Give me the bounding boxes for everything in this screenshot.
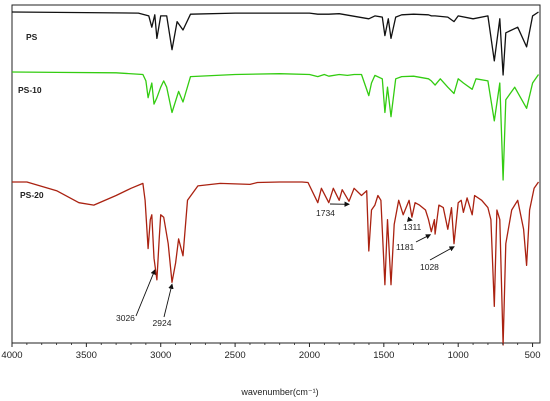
x-axis: 4000 3500 3000 2500 2000 1500 1000 500 [1,343,540,361]
x-tick-label-500: 500 [525,350,541,361]
series-line-ps-20 [12,181,540,346]
annotation-layer: 3026 2924 1734 1311 1181 1028 [116,201,455,328]
x-tick-label-3000: 3000 [150,350,171,361]
annotation-label-2924: 2924 [153,318,172,328]
plot-border [11,4,541,344]
series-line-ps-10 [11,71,540,181]
annotation-label-1028: 1028 [420,262,439,272]
series-label-ps: PS [26,32,38,42]
annotation-arrow-1181 [415,234,432,243]
annotation-label-1311: 1311 [403,222,422,232]
x-tick-label-1500: 1500 [373,350,394,361]
annotation-arrow-2924 [163,283,174,318]
x-tick-label-2000: 2000 [299,350,320,361]
series-layer [11,11,540,346]
series-label-ps-20: PS-20 [20,190,44,200]
x-tick-label-1000: 1000 [448,350,469,361]
annotation-arrow-1028 [429,246,455,261]
annotation-arrow-3026 [135,269,156,317]
annotation-label-1734: 1734 [316,208,335,218]
x-tick-label-3500: 3500 [76,350,97,361]
x-axis-title: wavenumber(cm⁻¹) [240,387,318,397]
x-tick-label-4000: 4000 [1,350,22,361]
annotation-label-1181: 1181 [396,242,415,252]
x-tick-label-2500: 2500 [225,350,246,361]
series-labels: PS PS-10 PS-20 [18,32,44,200]
series-line-ps [11,11,539,76]
annotation-label-3026: 3026 [116,313,135,323]
plot-frame [11,4,541,344]
series-label-ps-10: PS-10 [18,85,42,95]
